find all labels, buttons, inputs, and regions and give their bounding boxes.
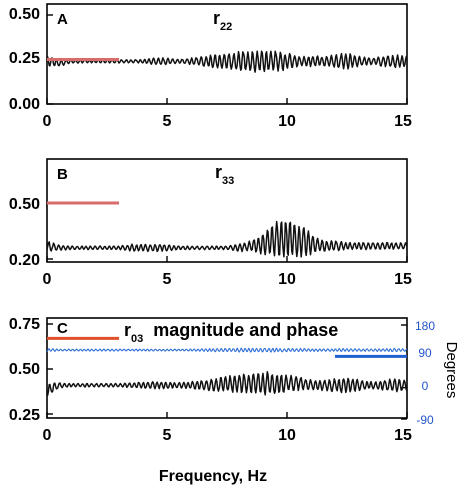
panel-c-letter: C bbox=[57, 320, 68, 337]
panel-c-ytick-label: 0.50 bbox=[9, 361, 40, 378]
panel-a-title: r22 bbox=[213, 8, 232, 33]
panel-c-xtick-label: 0 bbox=[43, 427, 52, 444]
panel-b-title-sub: 33 bbox=[222, 175, 234, 187]
panel-b-letter: B bbox=[57, 166, 68, 183]
panel-b-title-r: r bbox=[215, 162, 222, 182]
panel-c-right-ytick-label: -90 bbox=[416, 413, 434, 427]
panel-c-xtick-labels: 0 5 10 15 bbox=[43, 427, 412, 444]
panel-a-xtick-label: 5 bbox=[163, 113, 172, 130]
panel-c-xtick-label: 5 bbox=[163, 427, 172, 444]
panel-c-right-ytick-label: 180 bbox=[415, 319, 435, 333]
phase-trace bbox=[46, 347, 408, 353]
panel-c-title-suffix: magnitude and phase bbox=[153, 320, 338, 340]
panel-c-ytick-labels: 0.75 0.50 0.25 bbox=[9, 316, 40, 424]
panel-c-frame bbox=[46, 317, 408, 419]
panel-b: B r33 0.50 0.20 0 5 10 15 bbox=[9, 158, 412, 288]
panel-c-right-ytick-label: 0 bbox=[422, 379, 429, 393]
panel-b-ytick-labels: 0.50 0.20 bbox=[9, 196, 40, 269]
panel-b-xtick-label: 10 bbox=[278, 271, 296, 288]
panel-c-title: r03 magnitude and phase bbox=[124, 320, 338, 345]
panel-c-title-sub: 03 bbox=[131, 333, 143, 345]
panel-b-xtick-label: 5 bbox=[163, 271, 172, 288]
panel-a-title-r: r bbox=[213, 8, 220, 28]
panel-b-ytick-label: 0.20 bbox=[9, 252, 40, 269]
panel-a-letter: A bbox=[57, 11, 68, 28]
panel-c-right-ytick-label: 90 bbox=[418, 346, 432, 360]
panel-b-xtick-label: 0 bbox=[43, 271, 52, 288]
panel-c-right-ytick-labels: 180 90 0 -90 bbox=[415, 319, 435, 427]
panel-c: C r03 magnitude and phase 0.75 0.50 0.25 … bbox=[9, 316, 459, 444]
magnitude-trace bbox=[46, 220, 408, 258]
panel-a-ytick-label: 0.25 bbox=[9, 50, 40, 67]
panel-a-ytick-label: 0.00 bbox=[9, 96, 40, 113]
panel-a-ytick-labels: 0.50 0.25 0.00 bbox=[9, 6, 40, 113]
panel-a-xtick-labels: 0 5 10 15 bbox=[43, 113, 412, 130]
panel-b-xtick-labels: 0 5 10 15 bbox=[43, 271, 412, 288]
panel-b-ytick-label: 0.50 bbox=[9, 196, 40, 213]
panel-a-ytick-label: 0.50 bbox=[9, 6, 40, 23]
magnitude-trace bbox=[46, 50, 408, 73]
panel-c-right-axis-label: Degrees bbox=[443, 342, 459, 399]
panel-c-xtick-label: 10 bbox=[278, 427, 296, 444]
panel-a: A r22 0.50 0.25 0.00 0 5 10 15 bbox=[9, 3, 412, 130]
x-axis-label: Frequency, Hz bbox=[159, 468, 267, 485]
panel-c-xtick-label: 15 bbox=[394, 427, 412, 444]
panel-b-frame bbox=[46, 158, 408, 263]
panel-a-xtick-label: 10 bbox=[278, 113, 296, 130]
panel-a-frame bbox=[46, 3, 408, 105]
panel-a-title-sub: 22 bbox=[220, 21, 232, 33]
panel-b-xtick-label: 15 bbox=[394, 271, 412, 288]
magnitude-trace bbox=[46, 371, 408, 397]
panel-c-ytick-label: 0.25 bbox=[9, 407, 40, 424]
panel-a-xtick-label: 15 bbox=[394, 113, 412, 130]
panel-c-title-r: r bbox=[124, 320, 131, 340]
panel-b-title: r33 bbox=[215, 162, 234, 187]
panel-c-ytick-label: 0.75 bbox=[9, 316, 40, 333]
panel-a-xtick-label: 0 bbox=[43, 113, 52, 130]
